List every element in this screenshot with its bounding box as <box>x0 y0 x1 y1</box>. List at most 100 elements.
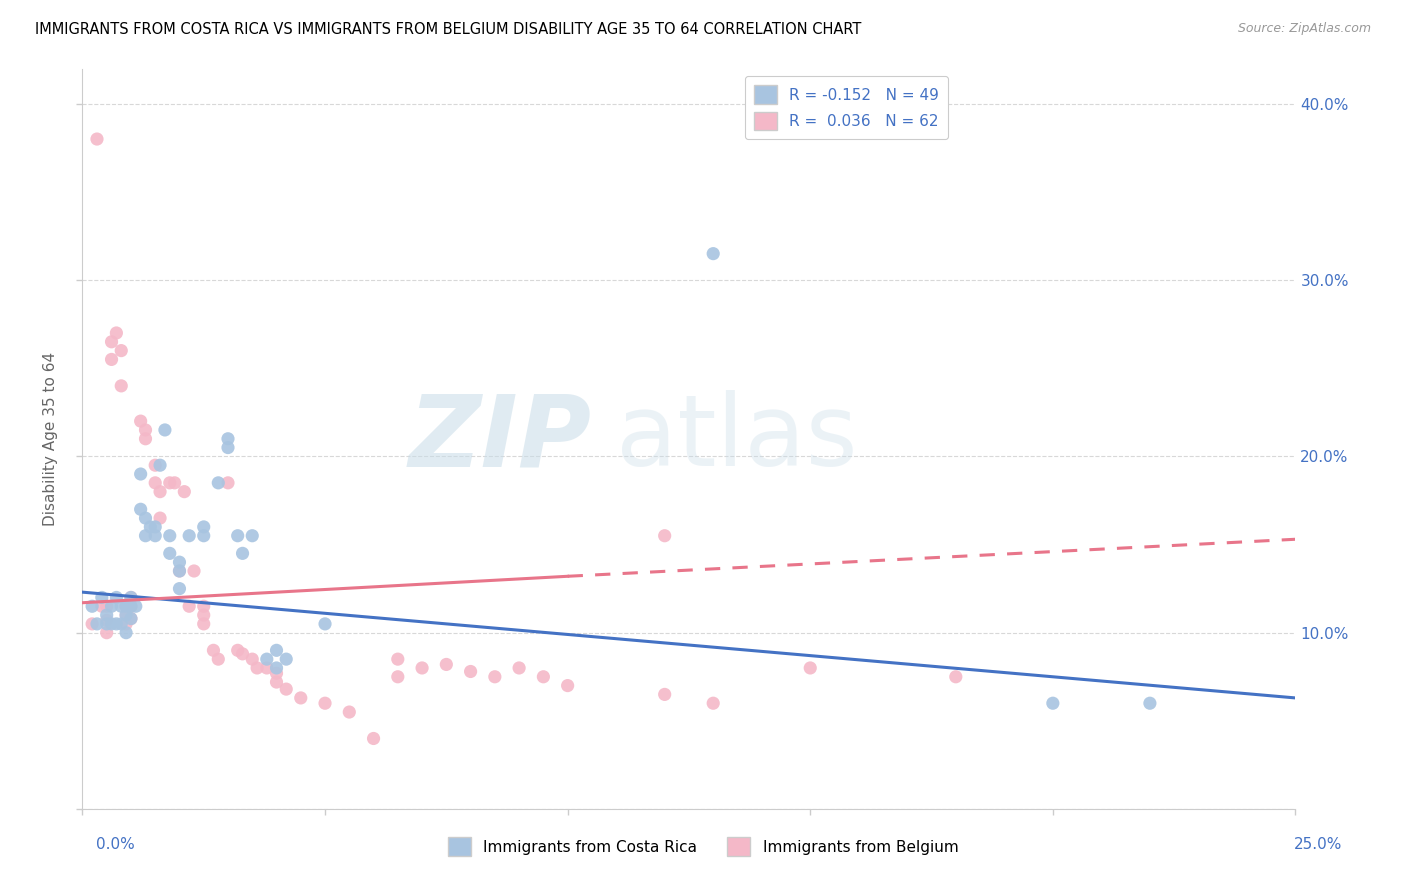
Point <box>207 475 229 490</box>
Point <box>120 591 142 605</box>
Point <box>120 611 142 625</box>
Point <box>96 625 118 640</box>
Point <box>115 616 138 631</box>
Point <box>120 599 142 614</box>
Point <box>110 616 132 631</box>
Point <box>232 546 254 560</box>
Point <box>120 611 142 625</box>
Point <box>508 661 530 675</box>
Point <box>105 591 128 605</box>
Point <box>654 529 676 543</box>
Point <box>266 675 288 690</box>
Point <box>217 432 239 446</box>
Text: atlas: atlas <box>616 391 858 487</box>
Point <box>240 652 263 666</box>
Point <box>183 564 205 578</box>
Point <box>217 475 239 490</box>
Point <box>193 616 215 631</box>
Legend: Immigrants from Costa Rica, Immigrants from Belgium: Immigrants from Costa Rica, Immigrants f… <box>441 831 965 862</box>
Point <box>143 529 166 543</box>
Point <box>173 484 195 499</box>
Point <box>557 679 579 693</box>
Text: IMMIGRANTS FROM COSTA RICA VS IMMIGRANTS FROM BELGIUM DISABILITY AGE 35 TO 64 CO: IMMIGRANTS FROM COSTA RICA VS IMMIGRANTS… <box>35 22 862 37</box>
Point <box>134 432 156 446</box>
Point <box>96 599 118 614</box>
Point <box>110 599 132 614</box>
Point <box>159 529 181 543</box>
Point <box>134 511 156 525</box>
Point <box>193 608 215 623</box>
Point <box>202 643 225 657</box>
Point <box>1139 696 1161 710</box>
Point <box>654 687 676 701</box>
Point <box>110 343 132 358</box>
Point <box>115 608 138 623</box>
Point <box>387 652 409 666</box>
Point <box>159 475 181 490</box>
Point <box>96 613 118 627</box>
Point <box>115 599 138 614</box>
Point <box>90 599 112 614</box>
Point <box>139 520 162 534</box>
Point <box>276 652 298 666</box>
Point <box>1042 696 1064 710</box>
Text: 0.0%: 0.0% <box>96 838 135 852</box>
Point <box>100 599 122 614</box>
Text: Source: ZipAtlas.com: Source: ZipAtlas.com <box>1237 22 1371 36</box>
Point <box>82 599 104 614</box>
Point <box>240 529 263 543</box>
Point <box>159 546 181 560</box>
Point <box>86 616 108 631</box>
Point <box>115 599 138 614</box>
Point <box>149 458 172 473</box>
Text: ZIP: ZIP <box>409 391 592 487</box>
Point <box>484 670 506 684</box>
Point <box>100 616 122 631</box>
Point <box>149 511 172 525</box>
Point <box>411 661 433 675</box>
Point <box>256 652 278 666</box>
Point <box>266 666 288 681</box>
Point <box>90 591 112 605</box>
Point <box>125 599 148 614</box>
Point <box>100 334 122 349</box>
Point <box>96 616 118 631</box>
Point <box>276 682 298 697</box>
Point <box>169 564 191 578</box>
Point <box>179 599 201 614</box>
Point <box>945 670 967 684</box>
Point <box>266 661 288 675</box>
Point <box>134 529 156 543</box>
Point <box>531 670 554 684</box>
Point <box>226 529 249 543</box>
Point <box>120 591 142 605</box>
Point <box>193 520 215 534</box>
Point <box>153 423 176 437</box>
Point <box>799 661 821 675</box>
Point <box>143 520 166 534</box>
Point <box>82 616 104 631</box>
Point <box>290 690 312 705</box>
Point <box>363 731 385 746</box>
Point <box>387 670 409 684</box>
Y-axis label: Disability Age 35 to 64: Disability Age 35 to 64 <box>44 351 58 525</box>
Point <box>169 564 191 578</box>
Point <box>115 625 138 640</box>
Point <box>207 652 229 666</box>
Point <box>105 616 128 631</box>
Point <box>149 484 172 499</box>
Point <box>115 608 138 623</box>
Point <box>226 643 249 657</box>
Point <box>143 475 166 490</box>
Point <box>217 441 239 455</box>
Legend: R = -0.152   N = 49, R =  0.036   N = 62: R = -0.152 N = 49, R = 0.036 N = 62 <box>745 76 948 139</box>
Point <box>460 665 482 679</box>
Point <box>314 696 336 710</box>
Point <box>314 616 336 631</box>
Point <box>134 423 156 437</box>
Point <box>129 502 152 516</box>
Point <box>129 414 152 428</box>
Point <box>100 352 122 367</box>
Point <box>169 582 191 596</box>
Point <box>96 608 118 623</box>
